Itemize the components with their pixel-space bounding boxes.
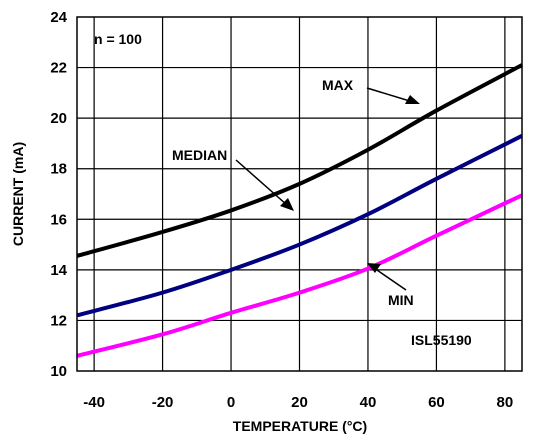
x-tick-label: 0	[227, 394, 235, 411]
plot-frame	[76, 16, 523, 372]
grid	[77, 17, 522, 371]
annotation-n: n = 100	[94, 31, 142, 47]
arrow-max-head	[405, 95, 420, 104]
series-line-min	[76, 193, 523, 358]
series-group	[76, 63, 523, 358]
series-line-median	[76, 134, 523, 318]
y-tick-labels: 10 12 14 16 18 20 22 24	[50, 9, 67, 380]
x-tick-label: -20	[152, 394, 174, 411]
y-tick-label: 22	[50, 60, 67, 77]
x-tick-label: 60	[428, 394, 445, 411]
annotation-part-number: ISL55190	[411, 332, 472, 348]
y-tick-label: 16	[50, 211, 67, 228]
y-tick-label: 20	[50, 110, 67, 127]
x-tick-label: 80	[497, 394, 514, 411]
y-axis-title: CURRENT (mA)	[10, 142, 26, 246]
series-label-max: MAX	[322, 77, 354, 93]
x-tick-labels: -40 -20 0 20 40 60 80	[83, 394, 513, 411]
arrow-median-head	[280, 198, 294, 211]
y-tick-label: 18	[50, 161, 67, 178]
y-tick-label: 10	[50, 363, 67, 380]
y-tick-label: 24	[50, 9, 67, 26]
x-tick-label: 40	[360, 394, 377, 411]
arrow-median	[235, 159, 288, 206]
arrow-min	[373, 267, 407, 291]
arrow-min-head	[367, 263, 381, 273]
y-tick-label: 14	[50, 262, 67, 279]
x-axis-title: TEMPERATURE (°C)	[233, 418, 367, 434]
x-tick-label: 20	[291, 394, 308, 411]
x-tick-label: -40	[83, 394, 105, 411]
series-label-median: MEDIAN	[172, 147, 227, 163]
arrow-max	[366, 87, 414, 103]
y-tick-label: 12	[50, 312, 67, 329]
series-line-max	[76, 63, 523, 258]
series-label-min: MIN	[388, 292, 414, 308]
